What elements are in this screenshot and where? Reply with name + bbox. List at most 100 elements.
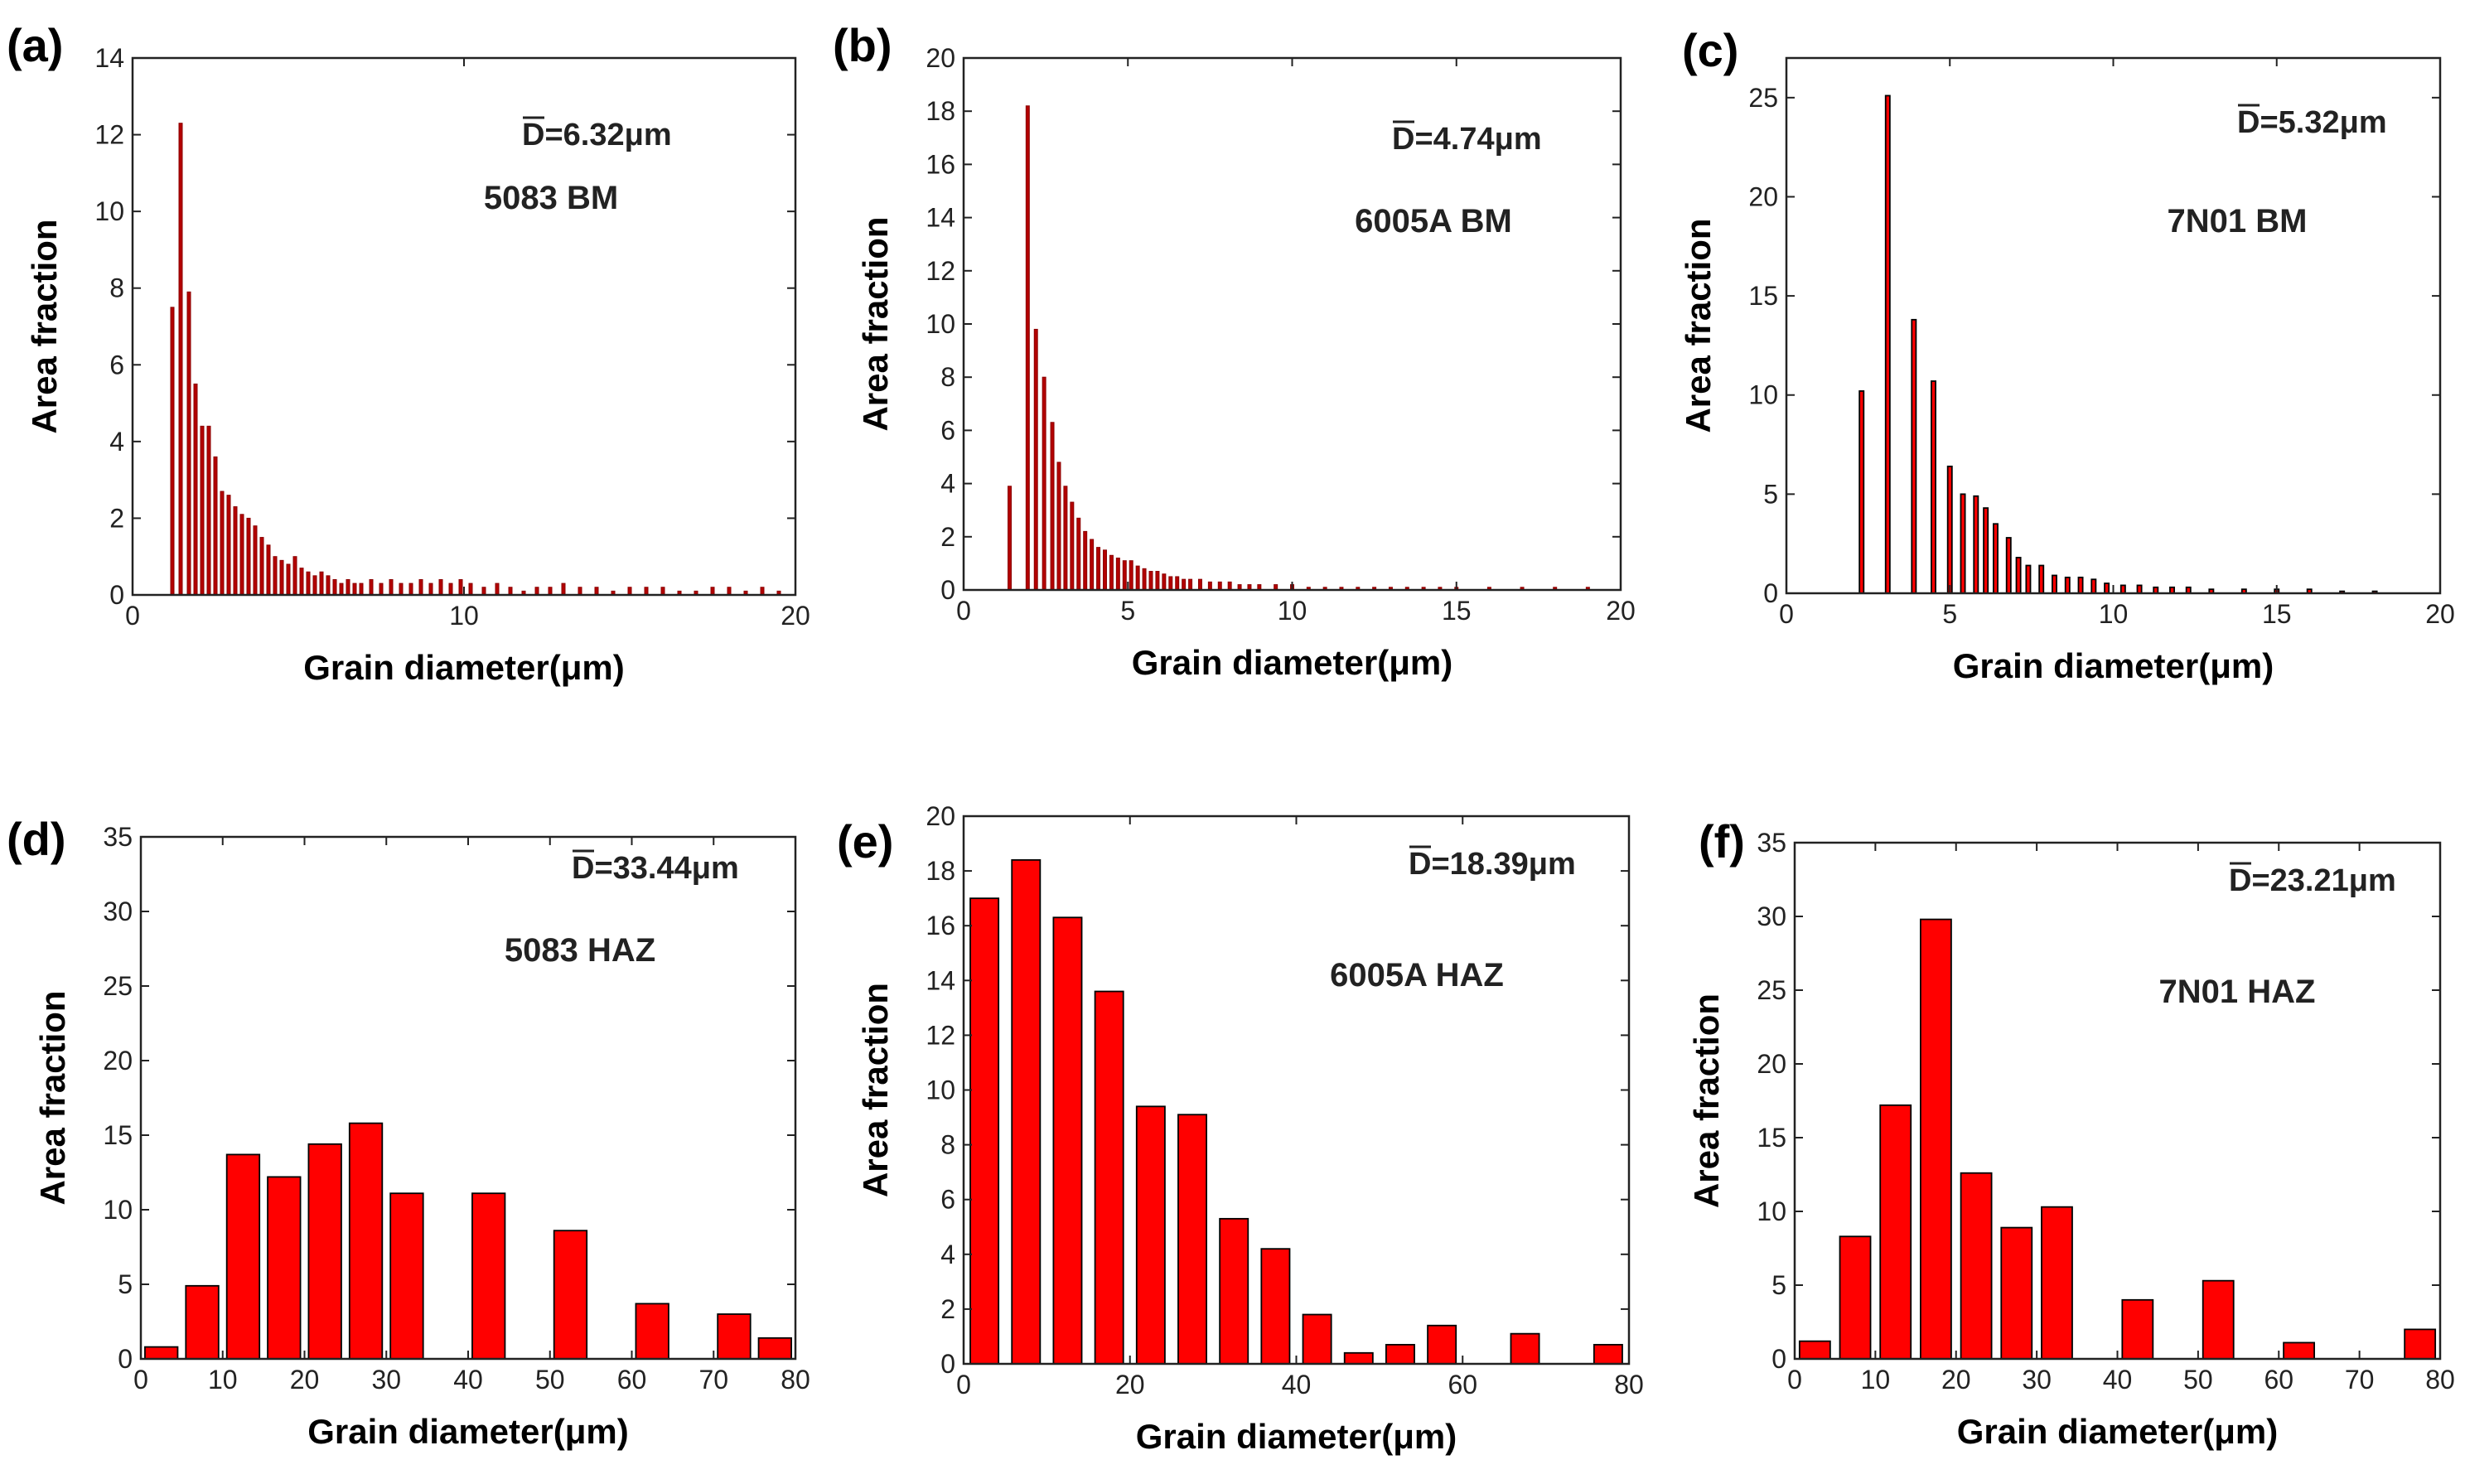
- bar: [458, 578, 463, 596]
- x-tick-label: 20: [781, 601, 810, 631]
- bar: [220, 491, 225, 596]
- bar: [2104, 582, 2110, 594]
- bar: [548, 587, 553, 596]
- sample-label: 7N01 BM: [2168, 203, 2308, 239]
- bar: [2041, 1206, 2073, 1360]
- x-tick-label: 10: [208, 1365, 238, 1395]
- bar: [1109, 554, 1114, 591]
- panel-label: (b): [833, 19, 892, 71]
- y-tick-label: 20: [103, 1046, 133, 1076]
- bar: [299, 568, 304, 596]
- bar: [710, 587, 715, 596]
- x-tick-label: 60: [2264, 1365, 2293, 1395]
- bar: [1973, 495, 1979, 594]
- bar: [253, 525, 258, 596]
- mean-grain-size-label: D=5.32μm: [2237, 105, 2387, 140]
- bar: [1798, 1340, 1831, 1360]
- bar: [1960, 493, 1966, 594]
- chart-panel-b: (b) 0 5 10 15 20 0 2 4 6 8 10 12 14 16 18 20 Grain diamet…: [833, 19, 1636, 682]
- bar: [213, 456, 218, 596]
- bar: [1083, 530, 1088, 591]
- sample-label: 6005A HAZ: [1330, 957, 1504, 993]
- y-tick-label: 10: [94, 196, 124, 226]
- x-tick-label: 20: [290, 1365, 320, 1395]
- bar: [2077, 576, 2084, 594]
- y-tick-label: 2: [109, 503, 124, 533]
- mean-grain-size-label: D=4.74μm: [1392, 122, 1542, 157]
- sample-label: 5083 BM: [484, 180, 618, 216]
- bar: [660, 587, 665, 596]
- y-tick-label: 20: [926, 801, 955, 831]
- x-tick-label: 0: [1787, 1365, 1802, 1395]
- bar: [495, 582, 500, 596]
- x-axis-title: Grain diameter(μm): [303, 648, 624, 687]
- x-axis-title: Grain diameter(μm): [1132, 643, 1452, 682]
- bar: [1182, 578, 1187, 591]
- bar: [319, 571, 324, 596]
- y-tick-label: 0: [940, 575, 955, 605]
- bar: [1090, 539, 1095, 591]
- y-tick-label: 14: [926, 203, 955, 233]
- y-tick-label: 30: [103, 897, 133, 926]
- y-tick-label: 0: [1763, 578, 1778, 608]
- bar: [1219, 1217, 1249, 1365]
- bar: [2025, 564, 2032, 594]
- y-tick-label: 16: [926, 911, 955, 940]
- bar: [1879, 1104, 1912, 1360]
- bar: [1070, 501, 1075, 591]
- bar: [346, 578, 350, 596]
- y-axis-title: Area fraction: [25, 219, 64, 433]
- x-tick-label: 0: [1779, 599, 1794, 629]
- bar: [1217, 581, 1222, 591]
- bar: [438, 578, 443, 596]
- plot-frame: [131, 56, 797, 597]
- bar: [239, 514, 244, 596]
- x-tick-label: 0: [956, 596, 971, 626]
- bar: [428, 582, 433, 596]
- bar: [1148, 571, 1153, 591]
- x-axis-title: Grain diameter(μm): [1136, 1417, 1457, 1456]
- y-tick-label: 10: [926, 1076, 955, 1105]
- x-axis-title: Grain diameter(μm): [307, 1412, 628, 1451]
- bar: [1993, 523, 1999, 594]
- bar: [352, 582, 357, 596]
- chart-panel-d: (d) 0 10 20 30 40 50 60 70 80 0 5 10 15 20 25 30 35 Grain …: [7, 813, 810, 1451]
- bar: [225, 1153, 261, 1360]
- bar: [1096, 547, 1101, 591]
- y-tick-label: 5: [1763, 479, 1778, 509]
- sample-label: 7N01 HAZ: [2159, 974, 2316, 1010]
- bar: [578, 587, 582, 596]
- bar: [2202, 1279, 2235, 1360]
- bar: [1168, 576, 1173, 591]
- bar: [1129, 560, 1133, 591]
- bar: [306, 571, 311, 596]
- bar: [267, 1176, 302, 1360]
- bar: [2000, 1226, 2033, 1360]
- x-tick-label: 70: [2345, 1365, 2375, 1395]
- bar: [2015, 557, 2022, 594]
- y-tick-label: 4: [940, 1240, 955, 1269]
- chart-panel-a: (a) 0 10 20 0 2 4 6 8 10 12 14 Grain diameter(μm) Are…: [7, 19, 810, 687]
- x-tick-label: 10: [1278, 596, 1307, 626]
- x-tick-label: 0: [956, 1370, 971, 1399]
- bar: [1858, 390, 1865, 594]
- bar: [1227, 581, 1232, 591]
- y-tick-label: 14: [926, 965, 955, 995]
- x-tick-label: 10: [1861, 1365, 1891, 1395]
- bar: [292, 556, 297, 596]
- bar: [1385, 1343, 1415, 1365]
- bar: [206, 425, 211, 596]
- x-tick-label: 80: [2425, 1365, 2455, 1395]
- x-tick-label: 5: [1942, 599, 1957, 629]
- bar: [259, 537, 264, 596]
- bar: [286, 563, 291, 596]
- bar: [193, 383, 198, 596]
- bar: [2064, 576, 2071, 594]
- bar: [481, 587, 486, 596]
- x-tick-label: 20: [2425, 599, 2455, 629]
- y-tick-label: 0: [109, 580, 124, 610]
- bar: [1025, 105, 1030, 591]
- y-tick-label: 4: [109, 427, 124, 457]
- x-tick-label: 10: [449, 601, 479, 631]
